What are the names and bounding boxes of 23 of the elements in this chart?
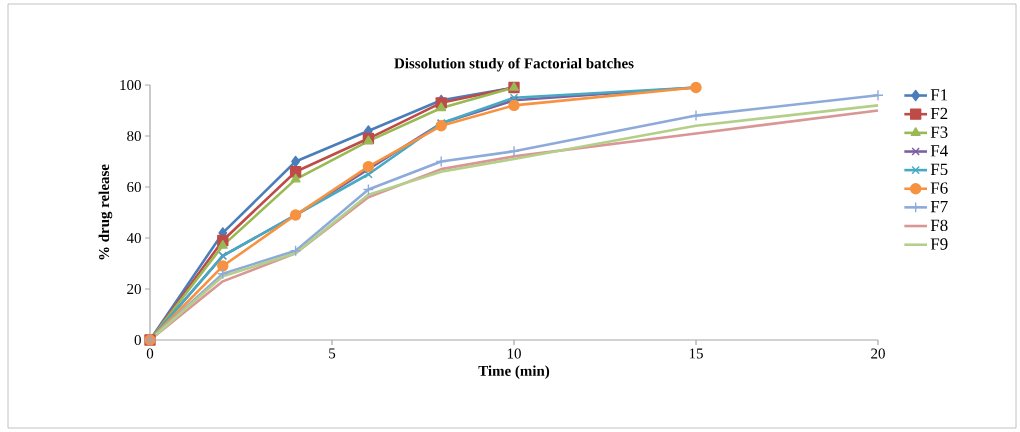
y-tick-label: 20 — [127, 283, 141, 295]
x-tick-label: 15 — [689, 348, 703, 359]
legend-label: F2 — [930, 107, 948, 120]
y-tick-label: 80 — [127, 130, 141, 142]
legend-label: F8 — [930, 219, 948, 232]
chart-title: Dissolution study of Factorial batches — [394, 57, 634, 72]
legend-label: F1 — [930, 89, 948, 101]
y-tick-label: 60 — [127, 181, 141, 193]
legend-label: F5 — [930, 163, 948, 176]
y-tick-label: 40 — [126, 232, 141, 244]
y-axis-title: % drug release — [98, 164, 113, 260]
x-tick-label: 0 — [146, 348, 154, 359]
legend-label: F3 — [930, 126, 948, 138]
legend-label: F6 — [930, 182, 948, 194]
y-tick-label: 100 — [120, 79, 141, 91]
x-tick-label: 20 — [871, 348, 885, 359]
legend-label: F4 — [930, 145, 948, 157]
legend-label: F7 — [930, 201, 948, 213]
x-tick-label: 10 — [507, 348, 521, 359]
x-axis-title: Time (min) — [478, 365, 550, 379]
y-tick-label: 0 — [134, 334, 141, 346]
legend-label: F9 — [930, 238, 948, 250]
x-tick-label: 5 — [329, 348, 336, 359]
